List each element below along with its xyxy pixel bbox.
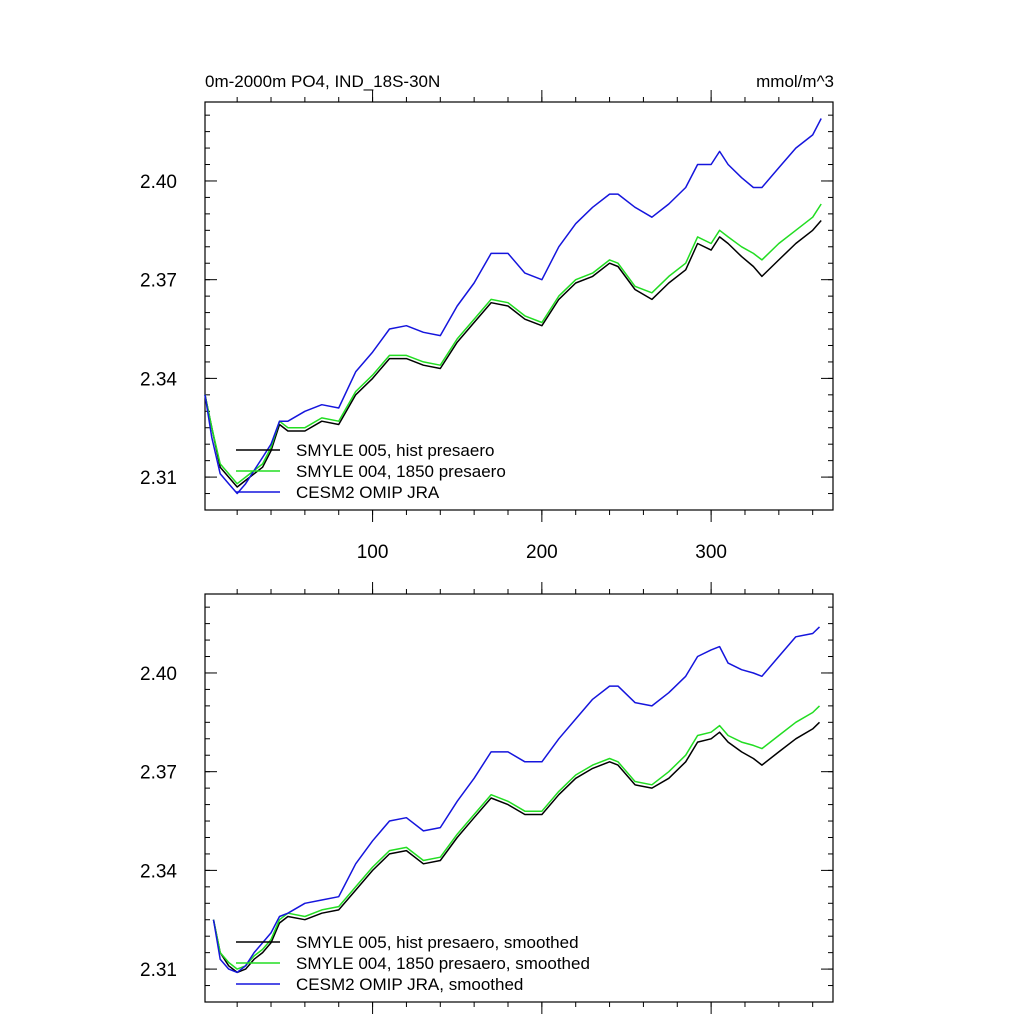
series-line [212,721,821,974]
panel-top: 0m-2000m PO4, IND_18S-30N mmol/m^3 2.312… [140,72,834,563]
panel-bottom-ticks [205,582,833,1014]
ytick-label: 2.31 [140,960,177,981]
panel-top-series [204,118,822,495]
legend-label: CESM2 OMIP JRA [296,483,440,502]
xtick-label: 200 [526,542,558,563]
xtick-label: 100 [357,542,389,563]
panel-top-frame [204,101,834,511]
ytick-label: 2.40 [140,664,177,685]
panel-top-ytick-labels: 2.31 2.34 2.37 2.40 [140,172,177,489]
series-line [204,118,822,495]
series-line [212,705,821,970]
panel-top-title: 0m-2000m PO4, IND_18S-30N [205,72,440,91]
ytick-label: 2.37 [140,763,177,784]
ytick-label: 2.34 [140,369,177,390]
panel-bottom: 2.31 2.34 2.37 2.40 SMYLE 005, hist presaer… [140,582,834,1014]
legend-label: CESM2 OMIP JRA, smoothed [296,975,523,994]
legend-label: SMYLE 004, 1850 presaero, smoothed [296,954,590,973]
panel-top-xtick-labels: 100 200 300 [357,542,727,563]
panel-top-legend: SMYLE 005, hist presaero SMYLE 004, 1850 … [236,441,506,502]
ytick-label: 2.31 [140,468,177,489]
ytick-label: 2.34 [140,861,177,882]
ytick-label: 2.40 [140,172,177,193]
panel-top-ticks [205,90,833,522]
series-line [212,626,821,974]
legend-label: SMYLE 004, 1850 presaero [296,462,506,481]
legend-label: SMYLE 005, hist presaero, smoothed [296,933,579,952]
xtick-label: 300 [695,542,727,563]
series-line [204,203,822,485]
panel-bottom-frame [204,593,834,1003]
panel-top-units: mmol/m^3 [756,72,834,91]
panel-bottom-series [212,626,821,974]
panel-bottom-ytick-labels: 2.31 2.34 2.37 2.40 [140,664,177,981]
legend-label: SMYLE 005, hist presaero [296,441,494,460]
series-line [204,220,822,488]
panel-bottom-legend: SMYLE 005, hist presaero, smoothed SMYLE … [236,933,590,994]
ytick-label: 2.37 [140,271,177,292]
